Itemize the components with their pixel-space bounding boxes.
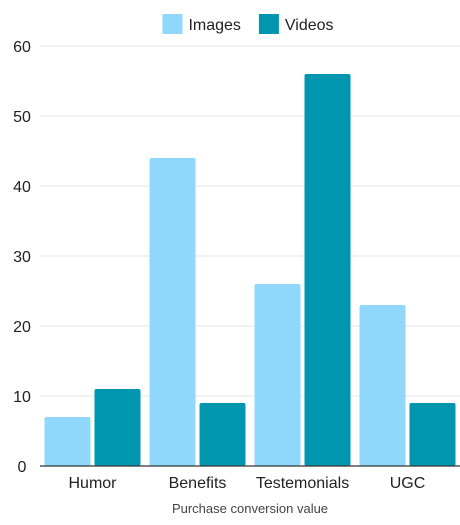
bar-images-humor[interactable] bbox=[44, 417, 91, 466]
bar-images-ugc[interactable] bbox=[359, 305, 406, 466]
x-category-label: Humor bbox=[68, 475, 117, 492]
x-axis-label: Purchase conversion value bbox=[172, 501, 328, 516]
y-tick-label: 10 bbox=[13, 389, 31, 406]
x-category-label: Benefits bbox=[169, 475, 227, 492]
x-category-label: UGC bbox=[390, 475, 426, 492]
legend-label-videos: Videos bbox=[285, 17, 334, 34]
bar-videos-testemonials[interactable] bbox=[304, 74, 351, 466]
legend-swatch-videos bbox=[258, 14, 279, 34]
y-tick-label: 30 bbox=[13, 249, 31, 266]
bar-videos-humor[interactable] bbox=[94, 389, 141, 466]
y-tick-label: 60 bbox=[13, 39, 31, 56]
legend-swatch-images bbox=[162, 14, 183, 34]
legend: Images Videos bbox=[162, 14, 334, 34]
y-tick-label: 50 bbox=[13, 109, 31, 126]
bar-images-benefits[interactable] bbox=[149, 158, 196, 466]
legend-label-images: Images bbox=[188, 17, 240, 34]
y-tick-label: 40 bbox=[13, 179, 31, 196]
x-category-label: Testemonials bbox=[256, 475, 349, 492]
x-axis-categories: Humor Benefits Testemonials UGC bbox=[68, 475, 425, 492]
y-axis-ticks: 0 10 20 30 40 50 60 bbox=[13, 39, 31, 476]
y-tick-label: 0 bbox=[18, 459, 27, 476]
bar-videos-benefits[interactable] bbox=[199, 403, 246, 466]
y-tick-label: 20 bbox=[13, 319, 31, 336]
bar-videos-ugc[interactable] bbox=[409, 403, 456, 466]
bars bbox=[44, 74, 456, 466]
bar-images-testemonials[interactable] bbox=[254, 284, 301, 466]
